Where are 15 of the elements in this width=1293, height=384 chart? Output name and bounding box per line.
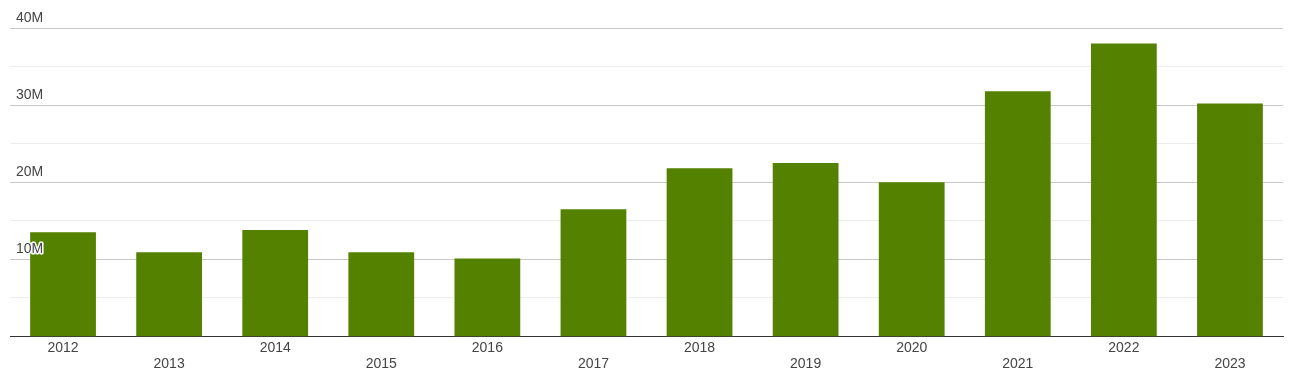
x-tick-label: 2022 bbox=[1108, 338, 1140, 355]
x-tick-label: 2023 bbox=[1214, 355, 1246, 372]
x-tick-label: 2018 bbox=[683, 338, 716, 355]
x-tick-label: 2014 bbox=[259, 338, 291, 355]
x-tick-label: 2016 bbox=[471, 338, 504, 355]
x-tick-label: 2015 bbox=[365, 355, 398, 372]
y-tick-label: 20M bbox=[16, 163, 44, 180]
y-tick-label: 30M bbox=[16, 85, 44, 102]
x-tick-label: 2012 bbox=[47, 338, 79, 355]
x-tick-label: 2017 bbox=[577, 355, 610, 372]
x-tick-label: 2020 bbox=[896, 338, 928, 355]
y-tick-label: 40M bbox=[16, 8, 44, 25]
x-tick-label: 2021 bbox=[1002, 355, 1034, 372]
x-tick-label: 2013 bbox=[153, 355, 185, 372]
x-tick-label: 2019 bbox=[790, 355, 822, 372]
